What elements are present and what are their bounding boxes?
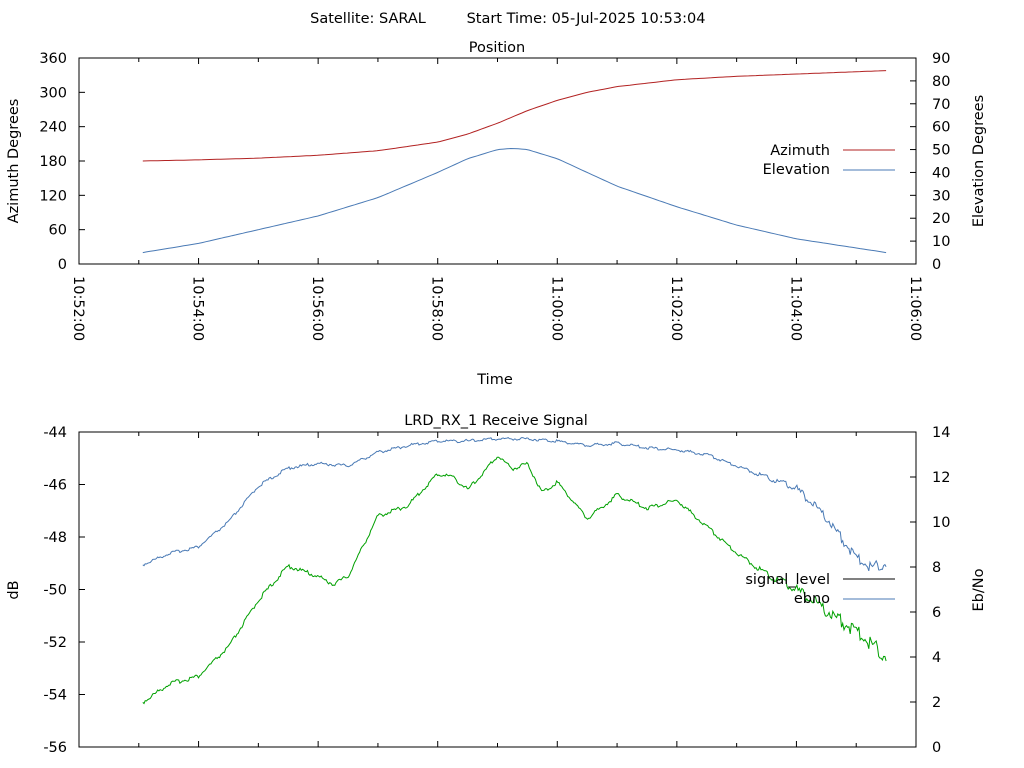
y-tick-label: -56 [43, 740, 67, 756]
position-chart: Position 0 60 120 180 240 300 360 0 10 20 30 40 50 60… [6, 40, 987, 388]
y2-tick-label: 14 [932, 425, 950, 441]
signal-y2-axis-label: Eb/No [971, 568, 987, 611]
series-line-elevation [142, 147, 887, 254]
y2-tick-label: 0 [932, 257, 941, 273]
y-tick-label: -44 [43, 425, 67, 441]
y2-tick-label: 0 [932, 740, 941, 756]
x-tick-label: 11:06:00 [907, 276, 923, 341]
y-tick-label: 240 [39, 120, 67, 136]
series-line-signal-level [142, 456, 887, 705]
legend-label-elevation: Elevation [763, 162, 830, 178]
position-plot-frame [78, 57, 917, 265]
legend-label-signal-level: signal_level [745, 572, 830, 588]
y-tick-label: 180 [39, 154, 67, 170]
position-y2-axis-label: Elevation Degrees [971, 95, 987, 227]
y-tick-label: -50 [43, 583, 67, 599]
x-tick-label: 10:56:00 [309, 276, 325, 341]
signal-y-axis-label: dB [6, 580, 22, 599]
position-x-axis-label: Time [476, 372, 513, 388]
series-line-azimuth [142, 70, 887, 162]
y2-tick-label: 6 [932, 605, 941, 621]
y-tick-label: 60 [49, 223, 67, 239]
y-tick-label: -48 [43, 530, 67, 546]
y2-tick-label: 40 [932, 165, 950, 181]
satellite-label: Satellite: SARAL [310, 11, 426, 27]
x-tick-label: 10:58:00 [429, 276, 445, 341]
x-tick-label: 11:02:00 [668, 276, 684, 341]
y-tick-label: 120 [39, 188, 67, 204]
y-tick-label: -54 [43, 688, 67, 704]
legend-label-azimuth: Azimuth [770, 143, 830, 159]
signal-plot-frame [78, 431, 917, 748]
y-tick-label: 0 [58, 257, 67, 273]
position-y-axis-label: Azimuth Degrees [6, 99, 22, 224]
y-tick-label: 300 [39, 85, 67, 101]
position-tick-labels: 0 60 120 180 240 300 360 0 10 20 30 40 50 60 70 80 90 10:… [39, 51, 950, 341]
series-line-ebno [142, 436, 887, 572]
y2-tick-label: 90 [932, 51, 950, 67]
y-tick-label: -46 [43, 478, 67, 494]
signal-ticks [78, 431, 917, 748]
y2-tick-label: 30 [932, 188, 950, 204]
y2-tick-label: 80 [932, 74, 950, 90]
signal-chart-title: LRD_RX_1 Receive Signal [404, 413, 588, 429]
x-tick-label: 11:04:00 [787, 276, 803, 341]
x-tick-label: 11:00:00 [548, 276, 564, 341]
y2-tick-label: 10 [932, 234, 950, 250]
y2-tick-label: 4 [932, 650, 941, 666]
x-tick-label: 10:52:00 [70, 276, 86, 341]
signal-series [142, 436, 887, 705]
y2-tick-label: 10 [932, 515, 950, 531]
y2-tick-label: 70 [932, 97, 950, 113]
signal-chart: LRD_RX_1 Receive Signal -44-46-48-50-52-… [6, 413, 987, 756]
legend-label-ebno: ebno [794, 591, 830, 607]
y2-tick-label: 2 [932, 695, 941, 711]
signal-legend: signal_level ebno [745, 572, 895, 607]
position-ticks [78, 57, 917, 265]
y2-tick-label: 60 [932, 120, 950, 136]
y2-tick-label: 50 [932, 143, 950, 159]
y2-tick-label: 8 [932, 560, 941, 576]
position-legend: Azimuth Elevation [763, 143, 895, 178]
y-tick-label: 360 [39, 51, 67, 67]
signal-tick-labels: -44 -46 -48 -50 -52 -54 -56 0 2 4 6 8 10 12 14 [43, 425, 950, 756]
position-series [142, 70, 887, 254]
y-tick-label: -52 [43, 635, 67, 651]
y2-tick-label: 20 [932, 211, 950, 227]
start-time-label: Start Time: 05-Jul-2025 10:53:04 [467, 11, 706, 27]
x-tick-label: 10:54:00 [190, 276, 206, 341]
y2-tick-label: 12 [932, 470, 950, 486]
position-chart-title: Position [469, 40, 525, 56]
